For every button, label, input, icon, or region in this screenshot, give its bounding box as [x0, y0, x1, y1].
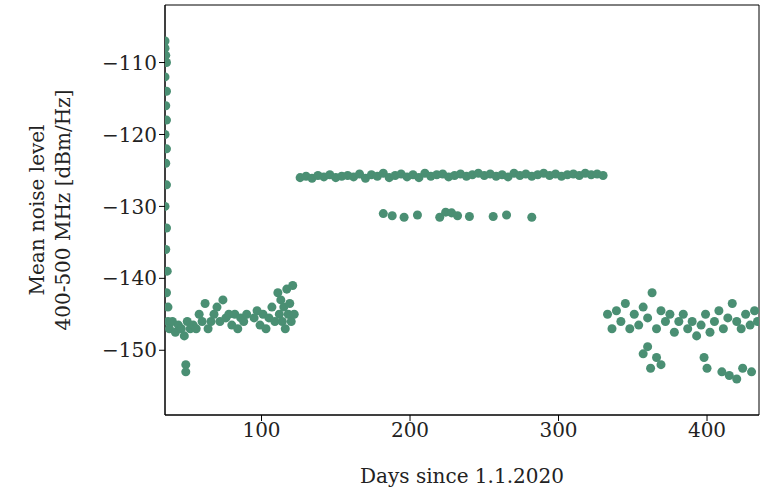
html-text:400-500 MHz [dBm/Hz]: 400-500 MHz [dBm/Hz]	[51, 89, 75, 331]
svg-text:−130: −130	[102, 195, 157, 219]
svg-text:−120: −120	[102, 123, 157, 147]
svg-text:200: 200	[391, 418, 429, 442]
html-text:Mean noise level: Mean noise level	[25, 124, 49, 296]
svg-text:100: 100	[242, 418, 280, 442]
svg-text:Days since 1.1.2020: Days since 1.1.2020	[360, 464, 564, 488]
svg-text:300: 300	[539, 418, 577, 442]
svg-text:400: 400	[688, 418, 726, 442]
svg-text:−140: −140	[102, 266, 157, 290]
svg-text:−110: −110	[102, 51, 157, 75]
svg-text:−150: −150	[102, 338, 157, 362]
